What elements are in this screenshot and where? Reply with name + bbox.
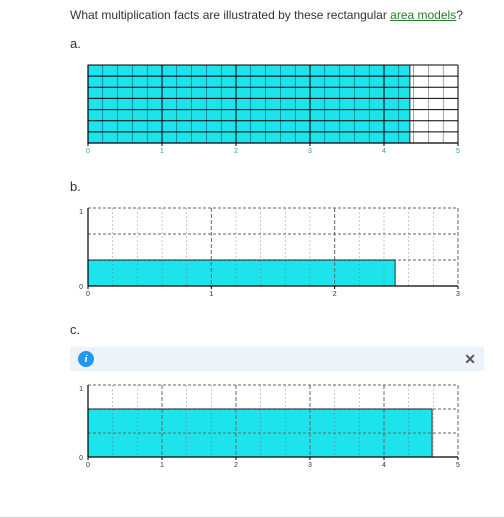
svg-text:4: 4 (382, 462, 386, 469)
svg-text:3: 3 (308, 148, 312, 155)
svg-text:1: 1 (79, 209, 83, 216)
svg-text:1: 1 (209, 291, 213, 298)
info-bar: i ✕ (70, 347, 484, 371)
question-prefix: What multiplication facts are illustrate… (70, 8, 390, 22)
svg-text:0: 0 (86, 462, 90, 469)
svg-text:3: 3 (308, 462, 312, 469)
part-a-label: a. (70, 36, 484, 51)
area-model-a: 0 1 2 3 4 5 (70, 61, 484, 161)
area-model-b: 0 1 2 3 0 1 (70, 204, 484, 304)
svg-text:4: 4 (382, 148, 386, 155)
svg-text:2: 2 (234, 148, 238, 155)
info-icon[interactable]: i (78, 351, 94, 367)
area-model-c: 0 1 2 3 4 5 0 1 (70, 381, 484, 477)
svg-text:0: 0 (79, 455, 83, 462)
svg-text:0: 0 (79, 284, 83, 291)
svg-text:0: 0 (86, 291, 90, 298)
svg-text:2: 2 (333, 291, 337, 298)
question-suffix: ? (456, 8, 463, 22)
part-c-label: c. (70, 322, 484, 337)
svg-text:2: 2 (234, 462, 238, 469)
svg-text:0: 0 (86, 148, 90, 155)
svg-text:1: 1 (160, 462, 164, 469)
svg-text:1: 1 (79, 386, 83, 393)
question-text: What multiplication facts are illustrate… (70, 8, 484, 22)
svg-text:3: 3 (456, 291, 460, 298)
close-icon[interactable]: ✕ (464, 351, 476, 368)
svg-text:1: 1 (160, 148, 164, 155)
svg-text:5: 5 (456, 462, 460, 469)
svg-text:5: 5 (456, 148, 460, 155)
area-models-link[interactable]: area models (390, 8, 456, 22)
part-b-label: b. (70, 179, 484, 194)
